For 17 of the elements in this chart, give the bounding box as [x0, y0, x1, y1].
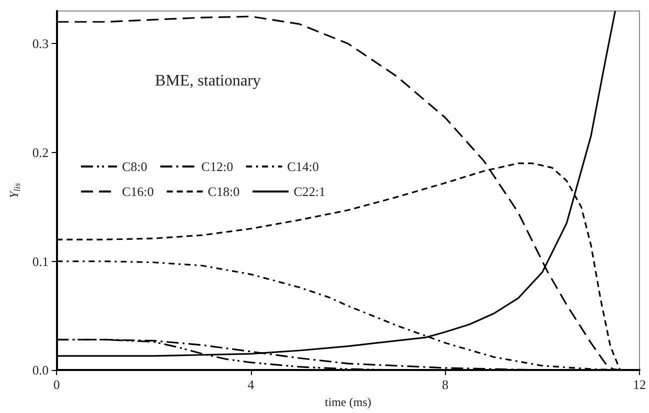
legend-label: C22:1 [294, 184, 326, 199]
y-axis-title: Ylis [7, 182, 22, 198]
legend-label: C18:0 [208, 184, 240, 199]
x-tick-label: 0 [53, 377, 60, 392]
legend-label: C14:0 [287, 159, 319, 174]
legend-label: C12:0 [201, 159, 234, 174]
legend-label: C16:0 [122, 184, 154, 199]
x-tick-label: 12 [633, 377, 646, 392]
y-tick-label: 0.2 [32, 144, 49, 160]
annotation: BME, stationary [155, 72, 261, 90]
y-tick-label: 0.0 [32, 362, 49, 378]
legend-label: C8:0 [122, 159, 148, 174]
y-tick-label: 0.3 [32, 36, 49, 52]
x-tick-label: 8 [442, 377, 448, 392]
x-tick-label: 4 [248, 377, 255, 392]
x-axis-title: time (ms) [324, 395, 372, 409]
y-tick-label: 0.1 [32, 254, 49, 269]
